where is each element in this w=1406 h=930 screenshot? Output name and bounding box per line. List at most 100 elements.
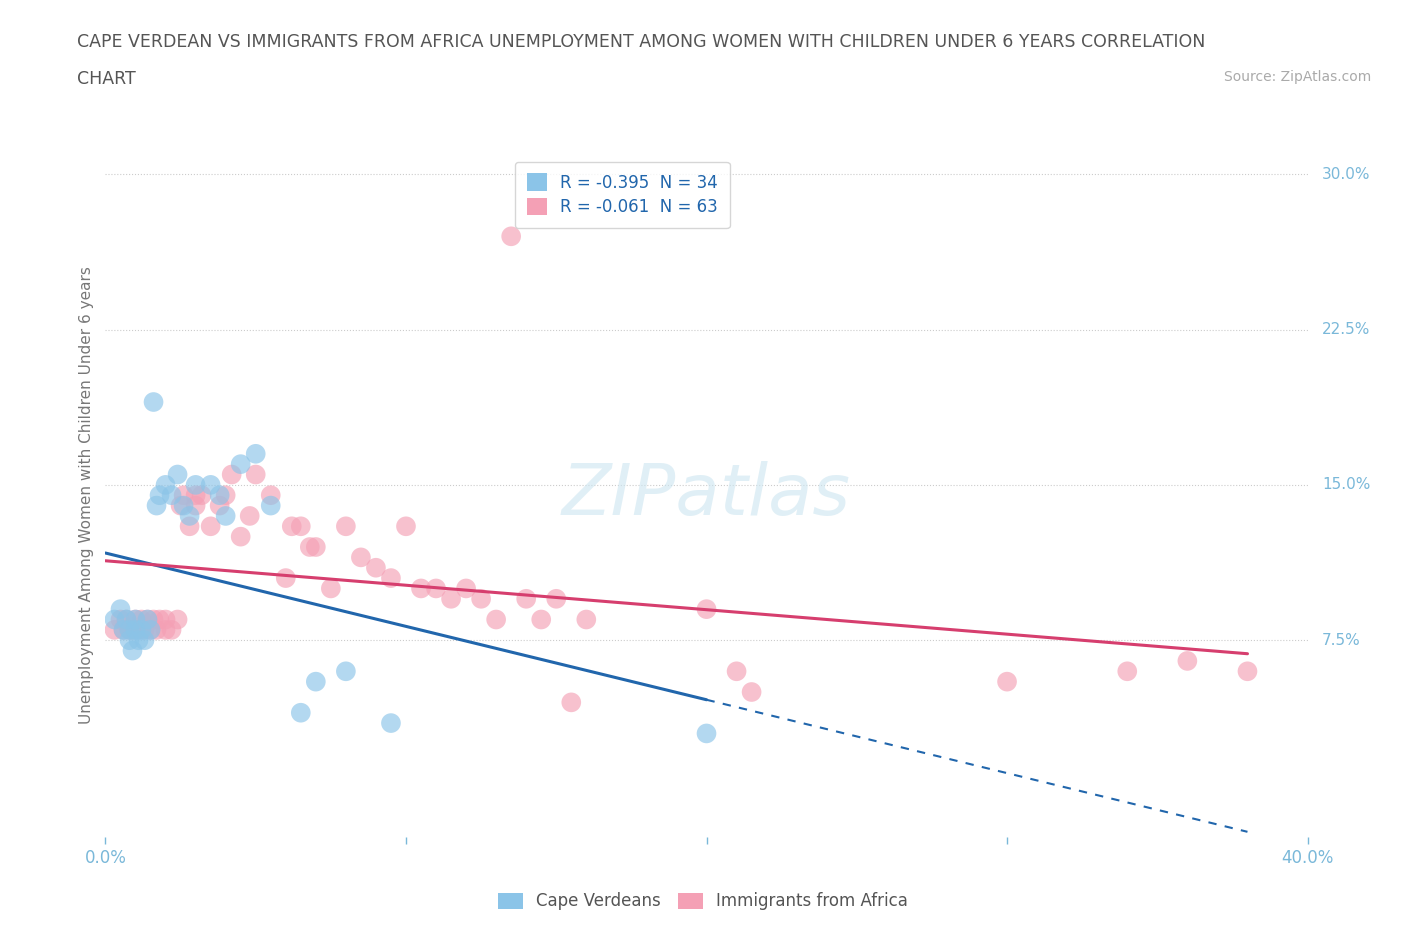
Point [335,664,357,679]
Point [112,622,135,637]
Point [305,674,328,689]
Point [136,612,159,627]
Point [112,622,135,637]
Point [1236,664,1258,679]
Point [145,498,167,513]
Point [179,519,201,534]
Point [485,612,508,627]
Point [139,622,162,637]
Text: ZIPatlas: ZIPatlas [562,460,851,530]
Text: 15.0%: 15.0% [1322,477,1371,492]
Point [281,519,304,534]
Point [245,446,267,461]
Point [335,519,357,534]
Point [121,644,143,658]
Point [560,695,582,710]
Point [160,488,183,503]
Point [173,498,195,513]
Point [530,612,553,627]
Point [470,591,492,606]
Point [260,488,283,503]
Point [179,509,201,524]
Point [546,591,568,606]
Point [380,716,402,731]
Point [290,519,312,534]
Point [131,622,153,637]
Point [696,726,718,741]
Point [169,498,191,513]
Point [134,632,156,647]
Point [124,612,146,627]
Point [1116,664,1139,679]
Legend: Cape Verdeans, Immigrants from Africa: Cape Verdeans, Immigrants from Africa [491,885,915,917]
Point [1175,654,1198,669]
Point [454,581,477,596]
Point [200,477,222,492]
Point [148,612,170,627]
Point [155,612,177,627]
Point [229,529,252,544]
Point [184,498,207,513]
Point [118,622,141,637]
Text: CAPE VERDEAN VS IMMIGRANTS FROM AFRICA UNEMPLOYMENT AMONG WOMEN WITH CHILDREN UN: CAPE VERDEAN VS IMMIGRANTS FROM AFRICA U… [77,33,1206,50]
Point [409,581,432,596]
Point [134,622,156,637]
Point [166,467,188,482]
Point [128,632,150,647]
Point [380,571,402,586]
Point [131,612,153,627]
Point [350,550,373,565]
Point [115,612,138,627]
Point [155,622,177,637]
Point [124,612,146,627]
Point [575,612,598,627]
Point [155,477,177,492]
Point [200,519,222,534]
Text: CHART: CHART [77,70,136,87]
Point [184,488,207,503]
Point [364,560,387,575]
Point [208,488,231,503]
Y-axis label: Unemployment Among Women with Children Under 6 years: Unemployment Among Women with Children U… [79,266,94,724]
Point [145,622,167,637]
Point [142,394,165,409]
Point [118,632,141,647]
Point [995,674,1018,689]
Point [115,612,138,627]
Point [395,519,418,534]
Point [214,488,236,503]
Point [142,612,165,627]
Point [298,539,321,554]
Text: 22.5%: 22.5% [1322,322,1371,337]
Point [425,581,447,596]
Text: 30.0%: 30.0% [1322,166,1371,181]
Point [110,612,132,627]
Point [118,622,141,637]
Point [501,229,523,244]
Legend: R = -0.395  N = 34, R = -0.061  N = 63: R = -0.395 N = 34, R = -0.061 N = 63 [515,162,730,228]
Point [166,612,188,627]
Point [103,622,125,637]
Point [290,705,312,720]
Point [260,498,283,513]
Point [110,602,132,617]
Point [221,467,243,482]
Point [124,622,146,637]
Text: 7.5%: 7.5% [1322,632,1361,647]
Point [725,664,748,679]
Point [696,602,718,617]
Point [214,509,236,524]
Point [208,498,231,513]
Point [139,622,162,637]
Point [121,622,143,637]
Point [190,488,212,503]
Point [440,591,463,606]
Point [136,612,159,627]
Point [229,457,252,472]
Point [274,571,297,586]
Point [160,622,183,637]
Point [128,622,150,637]
Point [319,581,342,596]
Point [173,488,195,503]
Point [184,477,207,492]
